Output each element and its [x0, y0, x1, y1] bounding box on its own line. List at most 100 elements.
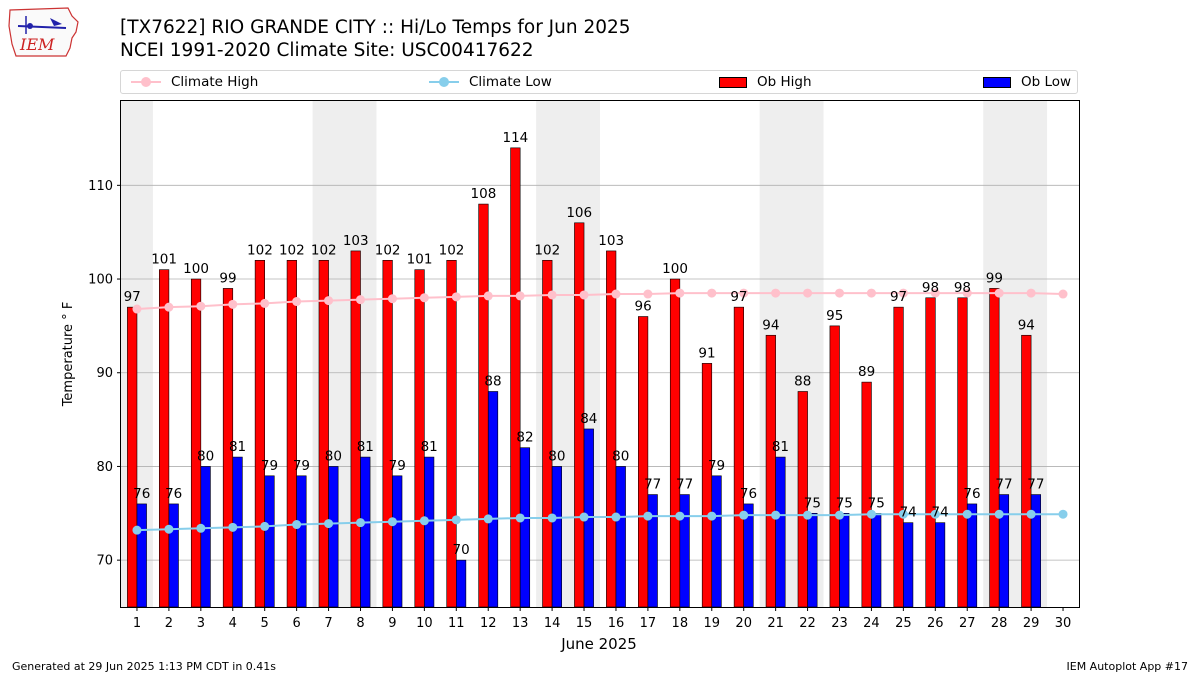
ob-high-bar: [733, 306, 744, 608]
climate-low-point: [611, 512, 621, 522]
ob-high-label: 94: [1018, 317, 1035, 333]
weekend-shade: [312, 101, 377, 607]
ob-high-bar: [1021, 334, 1032, 608]
ob-high-label: 94: [762, 317, 779, 333]
x-tick-label: 19: [703, 616, 720, 631]
ob-high-label: 102: [439, 242, 465, 258]
climate-lines: [132, 288, 1068, 535]
chart-subtitle: NCEI 1991-2020 Climate Site: USC00417622: [120, 40, 534, 61]
ob-high-bar: [414, 269, 425, 608]
climate-high-point: [419, 293, 429, 303]
climate-high-point: [643, 289, 653, 299]
ob-high-label: 106: [566, 205, 592, 221]
ob-low-label: 79: [708, 458, 725, 474]
climate-high-point: [835, 288, 844, 298]
ob-high-bar: [127, 306, 138, 608]
ob-high-label: 95: [826, 308, 843, 324]
x-tick-label: 8: [356, 616, 364, 631]
climate-high-point: [898, 288, 908, 298]
y-axis-label: Temperature ° F: [61, 302, 76, 408]
ob-low-label: 81: [421, 439, 438, 455]
x-tick-label: 5: [261, 616, 269, 631]
x-tick-label: 15: [576, 616, 593, 631]
ob-high-label: 102: [279, 242, 305, 258]
climate-low-point: [707, 511, 717, 521]
ob-high-bar: [765, 334, 776, 608]
ob-high-label: 100: [662, 261, 688, 277]
ob-low-bar: [839, 512, 850, 608]
climate-high-point: [611, 289, 621, 299]
ob-low-bar: [615, 466, 626, 608]
chart-title: [TX7622] RIO GRANDE CITY :: Hi/Lo Temps …: [120, 17, 631, 38]
x-tick-label: 27: [959, 616, 976, 631]
climate-low-point: [643, 511, 653, 521]
ob-low-label: 74: [931, 505, 948, 521]
climate-low-point: [164, 524, 174, 534]
ob-low-label: 77: [644, 477, 661, 493]
ob-low-label: 76: [165, 486, 182, 502]
ob-high-label: 97: [890, 289, 907, 305]
ob-low-bar: [647, 494, 658, 608]
climate-high-point: [962, 288, 972, 298]
legend-ob-high: Ob High: [719, 71, 812, 93]
y-tick-label: 100: [88, 273, 113, 288]
ob-high-bar: [861, 381, 872, 608]
legend-ob-low-label: Ob Low: [1021, 74, 1072, 90]
ob-high-label: 102: [311, 242, 337, 258]
climate-high-point: [771, 288, 781, 298]
climate-low-point: [260, 521, 270, 531]
x-tick-label: 13: [512, 616, 529, 631]
climate-high-point: [196, 301, 206, 311]
grid-lines: [121, 184, 1079, 561]
ob-low-label: 84: [580, 411, 597, 427]
x-axis-label: June 2025: [560, 635, 637, 653]
ob-low-label: 81: [357, 439, 374, 455]
ob-high-label: 99: [219, 270, 236, 286]
legend-climate-high: Climate High: [131, 71, 258, 93]
climate-high-point: [579, 290, 589, 300]
ob-low-bar: [903, 522, 914, 608]
ob-low-bar: [392, 475, 403, 608]
ob-high-bar: [893, 306, 904, 608]
ob-high-label: 96: [635, 299, 652, 315]
ob-high-bar: [829, 325, 840, 608]
climate-low-point: [994, 509, 1004, 519]
x-tick-label: 16: [608, 616, 625, 631]
ob-high-bar: [797, 391, 808, 608]
climate-low-point: [739, 510, 749, 520]
climate-high-point: [1058, 289, 1068, 299]
climate-high-point: [164, 302, 174, 312]
y-tick-label: 80: [96, 460, 113, 475]
climate-low-line: [136, 513, 1064, 532]
ob-low-swatch-icon: [983, 76, 1011, 88]
ob-low-bar: [136, 503, 147, 608]
climate-low-point: [324, 519, 334, 529]
x-tick-label: 2: [165, 616, 173, 631]
climate-low-point: [419, 516, 429, 526]
ob-high-swatch-icon: [719, 76, 747, 88]
climate-low-point: [483, 514, 493, 524]
ob-high-bar: [222, 288, 234, 608]
logo-text: IEM: [19, 35, 55, 54]
x-tick-label: 22: [799, 616, 816, 631]
ob-high-label: 88: [794, 373, 811, 389]
climate-low-point: [1026, 509, 1036, 519]
ob-high-bar: [606, 250, 617, 608]
ob-high-bar: [286, 259, 297, 608]
ob-low-bar: [519, 447, 531, 608]
ob-high-label: 100: [183, 261, 209, 277]
ob-low-label: 79: [389, 458, 406, 474]
ob-low-label: 76: [963, 486, 980, 502]
climate-low-point: [515, 513, 525, 523]
climate-low-point: [771, 510, 781, 520]
climate-high-point: [260, 298, 270, 308]
y-tick-label: 90: [96, 366, 113, 381]
ob-low-bar: [424, 456, 435, 608]
ob-low-bar: [168, 503, 179, 608]
ob-low-bar: [296, 475, 307, 608]
x-tick-label: 29: [1023, 616, 1040, 631]
ob-low-bar: [743, 503, 754, 608]
ob-low-label: 75: [868, 495, 885, 511]
climate-high-point: [483, 291, 493, 301]
